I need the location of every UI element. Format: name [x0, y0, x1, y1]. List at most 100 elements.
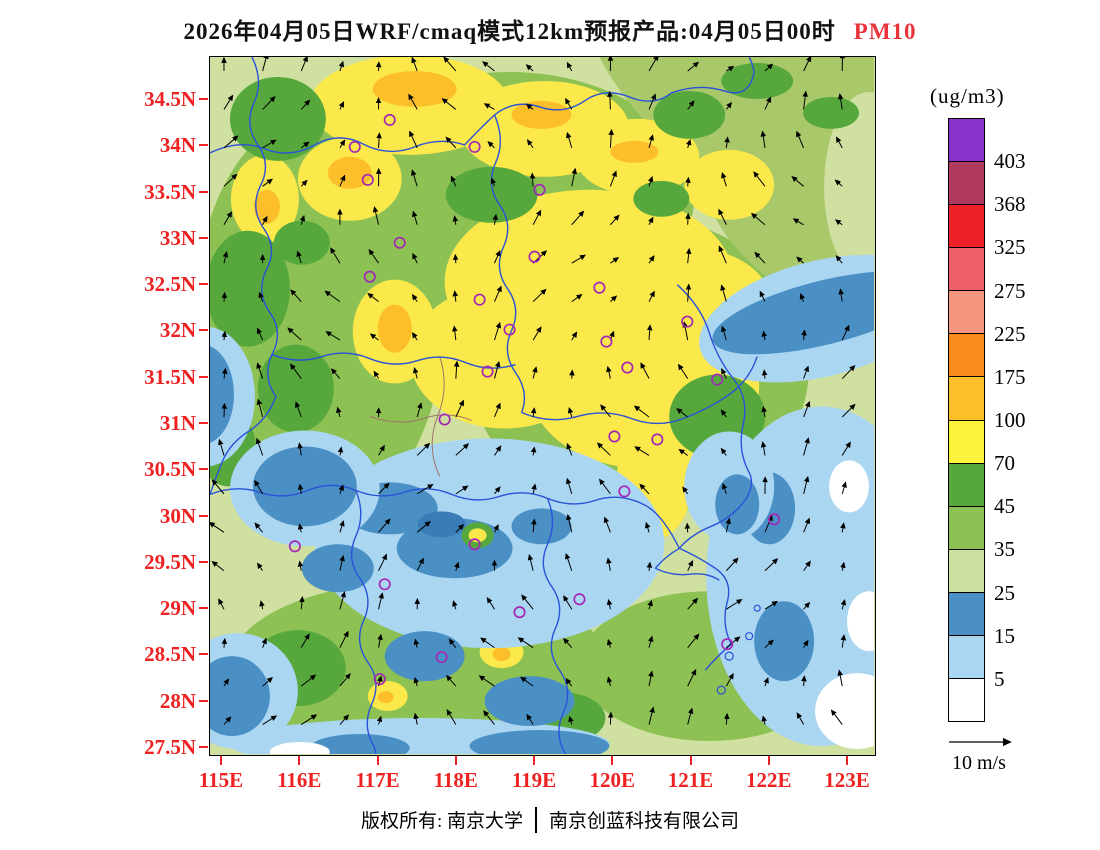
city-marker: [378, 578, 391, 591]
colorbar-segment: [949, 506, 984, 550]
colorbar-segment: [949, 248, 984, 292]
colorbar-label: 5: [994, 666, 1005, 691]
colorbar-label: 25: [994, 580, 1015, 605]
colorbar-label: 175: [994, 364, 1026, 389]
colorbar-label: 325: [994, 235, 1026, 260]
city-marker: [618, 485, 631, 498]
lat-label: 28.5N: [144, 642, 208, 667]
colorbar-segment: [949, 162, 984, 206]
lon-label: 116E: [259, 756, 339, 793]
pm10-map-svg: [210, 57, 874, 754]
wind-legend-label: 10 m/s: [952, 752, 1006, 774]
lat-label: 32.5N: [144, 272, 208, 297]
lat-label: 32N: [159, 318, 209, 343]
lon-label: 117E: [338, 756, 418, 793]
county-borders: [369, 356, 472, 477]
lon-axis: 115E 116E 117E 118E 119E 120E 121E 122E 123E: [199, 756, 876, 800]
city-marker: [593, 281, 606, 294]
city-marker: [768, 513, 781, 526]
colorbar-segment: [949, 205, 984, 249]
city-marker: [373, 673, 386, 686]
colorbar-label: 45: [994, 494, 1015, 519]
city-marker: [393, 236, 406, 249]
colorbar-label: 275: [994, 278, 1026, 303]
city-markers-layer: [288, 113, 781, 686]
lon-label: 115E: [181, 756, 261, 793]
city-marker: [481, 365, 494, 378]
colorbar-unit: (ug/m3): [930, 84, 1005, 108]
footer-left: 版权所有: 南京大学: [360, 811, 523, 832]
colorbar-segment: [949, 592, 984, 636]
lon-label: 119E: [494, 756, 574, 793]
lon-label: 122E: [729, 756, 809, 793]
colorbar-segment: [949, 420, 984, 464]
map-plot: [209, 56, 876, 756]
city-marker: [533, 183, 546, 196]
lat-label: 33N: [159, 225, 209, 250]
lat-axis: 34.5N 34N 33.5N 33N 32.5N 32N 31.5N 31N 30.5N 30N…: [0, 56, 209, 759]
lat-label: 29.5N: [144, 549, 208, 574]
colorbar-labels: 403 368 325 275 225 175 100 70 45 35 25 15 5: [994, 118, 1058, 722]
city-marker: [473, 293, 486, 306]
colorbar-segment: [949, 679, 984, 722]
city-marker: [528, 250, 541, 263]
province-borders: [210, 57, 761, 754]
lat-label: 30N: [159, 503, 209, 528]
lat-label: 30.5N: [144, 457, 208, 482]
footer-copyright: 版权所有: 南京大学 南京创蓝科技有限公司: [0, 806, 1100, 833]
city-marker: [711, 373, 724, 386]
concentration-fills: [210, 57, 874, 754]
colorbar-segment: [949, 549, 984, 593]
lon-label: 123E: [807, 756, 887, 793]
title-text: 2026年04月05日WRF/cmaq模式12km预报产品:04月05日00时: [183, 19, 836, 44]
city-marker: [503, 323, 516, 336]
colorbar-segment: [949, 635, 984, 680]
colorbar-segment: [949, 334, 984, 378]
page-title: 2026年04月05日WRF/cmaq模式12km预报产品:04月05日00时 P…: [0, 12, 1100, 46]
city-marker: [621, 361, 634, 374]
lat-label: 31N: [159, 410, 209, 435]
colorbar-label: 35: [994, 537, 1015, 562]
lat-label: 27.5N: [144, 734, 208, 759]
colorbar-segment: [949, 291, 984, 335]
lon-label: 120E: [572, 756, 652, 793]
city-marker: [468, 538, 481, 551]
lat-label: 29N: [159, 596, 209, 621]
colorbar-segment: [949, 119, 984, 163]
wind-arrows-layer: [210, 57, 856, 725]
city-marker: [363, 270, 376, 283]
lon-label: 121E: [651, 756, 731, 793]
colorbar-label: 225: [994, 321, 1026, 346]
colorbar-label: 403: [994, 149, 1026, 174]
city-marker: [438, 413, 451, 426]
lat-label: 34.5N: [144, 87, 208, 111]
colorbar-label: 70: [994, 451, 1015, 476]
city-marker: [721, 638, 734, 651]
colorbar-label: 368: [994, 192, 1026, 217]
colorbar-segment: [949, 463, 984, 507]
title-pollutant: PM10: [853, 19, 917, 44]
footer-right: 南京创蓝科技有限公司: [549, 811, 740, 832]
colorbar-segment: [949, 377, 984, 421]
city-marker: [573, 593, 586, 606]
city-marker: [288, 540, 301, 553]
colorbar-label: 100: [994, 408, 1026, 432]
colorbar-segments: [948, 118, 985, 722]
lat-label: 28N: [159, 688, 209, 713]
city-marker: [435, 651, 448, 664]
city-marker: [600, 335, 613, 348]
city-marker: [468, 140, 481, 153]
lon-label: 118E: [416, 756, 496, 793]
city-marker: [383, 113, 396, 126]
city-marker: [513, 606, 526, 619]
lat-label: 31.5N: [144, 364, 208, 389]
wind-legend-arrow-icon: [949, 737, 1012, 747]
city-marker: [361, 173, 374, 186]
city-marker: [681, 315, 694, 328]
lat-label: 33.5N: [144, 179, 208, 204]
city-marker: [608, 430, 621, 443]
lat-label: 34N: [159, 133, 209, 158]
city-marker: [348, 140, 361, 153]
colorbar-label: 15: [994, 623, 1015, 648]
